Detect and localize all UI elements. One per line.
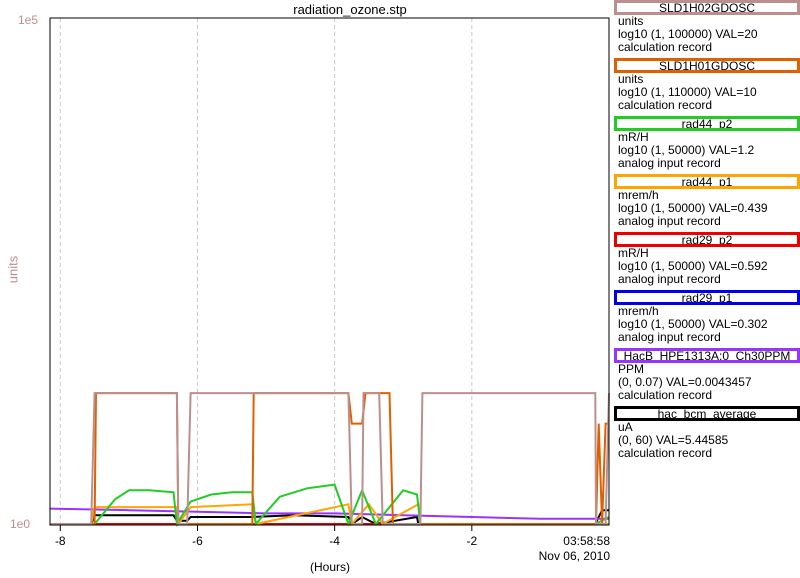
legend-range: log10 (1, 50000) VAL=0.439 (618, 201, 768, 215)
legend-range: log10 (1, 50000) VAL=1.2 (618, 143, 755, 157)
legend-swatch-box[interactable]: rad29_p2 (614, 232, 800, 247)
legend-swatch-box[interactable]: hac_bcm_average (614, 406, 800, 421)
plot-area[interactable]: -8 -6 -4 -2 (0, 0, 614, 578)
legend-series-name: rad44_p1 (681, 174, 733, 189)
legend-swatch-box[interactable]: HacB_HPE1313A:0_Ch30PPM (614, 348, 800, 363)
legend-swatch-box[interactable]: rad44_p2 (614, 116, 800, 131)
series-line-hac-bcm-average (50, 509, 609, 526)
x-tick-label: -4 (329, 534, 340, 548)
legend-units: mR/H (618, 246, 649, 260)
y-tick-bottom: 1e0 (10, 517, 31, 531)
x-tick-label: -6 (192, 534, 203, 548)
legend-item[interactable]: SLD1H01GDOSC units log10 (1, 110000) VAL=1… (614, 58, 800, 112)
series-line-hacb-hpe1313a-0-ch30ppm (49, 507, 609, 520)
legend-units: mR/H (618, 130, 649, 144)
legend: SLD1H02GDOSC units log10 (1, 100000) VAL=2… (614, 0, 800, 464)
legend-record: calculation record (618, 98, 713, 112)
x-tick-label: -2 (466, 534, 477, 548)
plot-frame (49, 17, 610, 526)
legend-record: calculation record (618, 388, 713, 402)
legend-units: mrem/h (618, 304, 659, 318)
legend-record: analog input record (618, 272, 721, 286)
legend-item[interactable]: rad44_p2 mR/H log10 (1, 50000) VAL=1.2 anal… (614, 116, 800, 170)
grid (59, 18, 473, 525)
x-axis-label: (Hours) (309, 560, 350, 574)
legend-swatch-box[interactable]: SLD1H02GDOSC (614, 0, 800, 15)
legend-range: log10 (1, 100000) VAL=20 (618, 27, 758, 41)
legend-series-name: SLD1H01GDOSC (658, 58, 756, 73)
legend-units: mrem/h (618, 188, 659, 202)
legend-item[interactable]: HacB_HPE1313A:0_Ch30PPM PPM (0, 0.07) VAL=… (614, 348, 800, 402)
legend-swatch-box[interactable]: rad44_p1 (614, 174, 800, 189)
legend-range: (0, 0.07) VAL=0.0043457 (618, 375, 752, 389)
legend-series-name: SLD1H02GDOSC (658, 0, 756, 15)
legend-series-name: rad29_p2 (681, 232, 733, 247)
timestamp-date: Nov 06, 2010 (538, 549, 610, 563)
series-line-rad44-p2 (50, 483, 610, 528)
legend-series-name: HacB_HPE1313A:0_Ch30PPM (623, 348, 791, 363)
legend-swatch-box[interactable]: SLD1H01GDOSC (614, 58, 800, 73)
timestamp: 03:58:58 Nov 06, 2010 (530, 534, 610, 564)
legend-item[interactable]: hac_bcm_average uA (0, 60) VAL=5.44585 calc… (614, 406, 800, 460)
legend-series-name: hac_bcm_average (657, 406, 757, 421)
legend-range: log10 (1, 50000) VAL=0.302 (618, 317, 768, 331)
series-layer (49, 392, 610, 528)
series-line-sld1h02gdosc (50, 392, 610, 525)
chart-title: radiation_ozone.stp (293, 2, 407, 17)
x-ticks: -8 -6 -4 -2 (55, 525, 477, 548)
legend-units: units (618, 14, 644, 28)
legend-item[interactable]: rad29_p1 mrem/h log10 (1, 50000) VAL=0.302… (614, 290, 800, 344)
legend-units: uA (618, 420, 633, 434)
legend-range: (0, 60) VAL=5.44585 (618, 433, 729, 447)
legend-record: calculation record (618, 446, 713, 460)
legend-units: PPM (618, 362, 645, 376)
legend-range: log10 (1, 50000) VAL=0.592 (618, 259, 768, 273)
legend-series-name: rad29_p1 (681, 290, 733, 305)
legend-record: calculation record (618, 40, 713, 54)
legend-item[interactable]: rad29_p2 mR/H log10 (1, 50000) VAL=0.592 an… (614, 232, 800, 286)
legend-range: log10 (1, 110000) VAL=10 (618, 85, 757, 99)
legend-item[interactable]: SLD1H02GDOSC units log10 (1, 100000) VAL=2… (614, 0, 800, 54)
x-tick-label: -8 (55, 534, 66, 548)
timestamp-time: 03:58:58 (563, 534, 610, 548)
legend-record: analog input record (618, 156, 721, 170)
legend-record: analog input record (618, 214, 721, 228)
legend-item[interactable]: rad44_p1 mrem/h log10 (1, 50000) VAL=0.439… (614, 174, 800, 228)
y-tick-top: 1e5 (18, 13, 39, 27)
legend-record: analog input record (618, 330, 721, 344)
legend-swatch-box[interactable]: rad29_p1 (614, 290, 800, 305)
legend-series-name: rad44_p2 (681, 116, 733, 131)
series-line-sld1h01gdosc (50, 392, 609, 525)
legend-units: units (618, 72, 644, 86)
